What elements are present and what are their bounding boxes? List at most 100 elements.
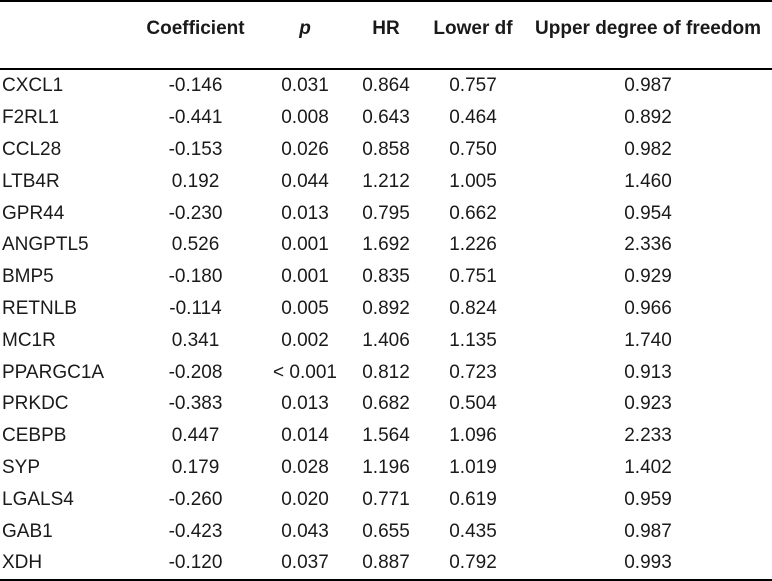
cell-upper-df: 0.923 [624, 393, 672, 415]
cell-p-value: 0.044 [281, 170, 329, 192]
cell-upper-df: 1.402 [624, 456, 672, 478]
cell-gene: ANGPTL5 [2, 234, 89, 256]
header-lower-df: Lower df [433, 18, 513, 39]
cell-hr: 1.196 [362, 456, 410, 478]
cell-gene: PRKDC [2, 393, 69, 415]
cell-coefficient: -0.153 [168, 138, 223, 160]
cell-upper-df: 0.987 [624, 75, 672, 97]
cell-upper-df: 0.982 [624, 138, 672, 160]
cell-hr: 0.887 [362, 552, 410, 574]
cell-gene: SYP [2, 456, 41, 478]
cell-hr: 0.643 [362, 107, 410, 129]
cell-coefficient: -0.146 [168, 75, 223, 97]
cell-upper-df: 1.740 [624, 329, 672, 351]
cell-coefficient: -0.423 [168, 520, 223, 542]
cell-lower-df: 0.435 [449, 520, 497, 542]
cell-p-value: 0.008 [281, 107, 329, 129]
cell-lower-df: 1.135 [449, 329, 497, 351]
table-header: Coefficient p HR Lower df Upper degree o… [0, 1, 772, 69]
cell-upper-df: 0.966 [624, 297, 672, 319]
cell-lower-df: 0.750 [449, 138, 497, 160]
cell-coefficient: -0.230 [168, 202, 223, 224]
cell-hr: 0.864 [362, 75, 410, 97]
header-coefficient: Coefficient [146, 18, 245, 39]
cell-lower-df: 0.723 [449, 361, 497, 383]
cell-lower-df: 0.504 [449, 393, 497, 415]
cell-gene: XDH [2, 552, 43, 574]
cell-coefficient: 0.526 [171, 234, 220, 256]
cell-coefficient: -0.441 [168, 107, 223, 129]
cell-p-value: 0.001 [281, 266, 329, 288]
table-row: RETNLB -0.114 0.005 0.892 0.824 0.966 [0, 293, 772, 325]
cell-gene: GAB1 [2, 520, 53, 542]
cell-hr: 0.892 [362, 297, 410, 319]
cell-hr: 0.771 [362, 488, 410, 510]
cell-gene: MC1R [2, 329, 56, 351]
cell-hr: 0.682 [362, 393, 410, 415]
cell-hr: 0.835 [362, 266, 410, 288]
cell-upper-df: 0.993 [624, 552, 672, 574]
cell-hr: 1.692 [362, 234, 410, 256]
cell-upper-df: 0.892 [624, 107, 672, 129]
cell-gene: PPARGC1A [2, 361, 105, 383]
cell-coefficient: -0.208 [168, 361, 223, 383]
cell-coefficient: -0.114 [169, 297, 222, 319]
cell-p-value: 0.043 [281, 520, 329, 542]
header-gene [0, 1, 131, 69]
cell-lower-df: 0.619 [449, 488, 497, 510]
cell-lower-df: 1.096 [449, 425, 497, 447]
table-body: CXCL1 -0.146 0.031 0.864 0.757 0.987 F2RL1 -0.4… [0, 69, 772, 580]
cell-p-value: 0.031 [281, 75, 329, 97]
table-row: CCL28 -0.153 0.026 0.858 0.750 0.982 [0, 134, 772, 166]
cell-p-value: 0.001 [281, 234, 329, 256]
table-row: GAB1 -0.423 0.043 0.655 0.435 0.987 [0, 515, 772, 547]
cell-lower-df: 1.019 [449, 456, 497, 478]
table-row: LTB4R 0.192 0.044 1.212 1.005 1.460 [0, 165, 772, 197]
cell-upper-df: 2.233 [624, 425, 672, 447]
cell-p-value: 0.002 [281, 329, 329, 351]
cell-p-value: 0.020 [281, 488, 329, 510]
table-row: F2RL1 -0.441 0.008 0.643 0.464 0.892 [0, 102, 772, 134]
cell-coefficient: -0.120 [168, 552, 223, 574]
cell-p-value: 0.013 [281, 393, 329, 415]
cell-p-value: 0.028 [281, 456, 329, 478]
cell-hr: 0.655 [362, 520, 410, 542]
table-row: CEBPB 0.447 0.014 1.564 1.096 2.233 [0, 420, 772, 452]
cell-gene: CCL28 [2, 138, 62, 160]
cell-lower-df: 0.757 [449, 75, 497, 97]
cell-coefficient: 0.341 [171, 329, 220, 351]
table-row: BMP5 -0.180 0.001 0.835 0.751 0.929 [0, 261, 772, 293]
cell-upper-df: 0.959 [624, 488, 672, 510]
header-row: Coefficient p HR Lower df Upper degree o… [0, 1, 772, 69]
cell-hr: 0.812 [362, 361, 410, 383]
cell-hr: 0.795 [362, 202, 410, 224]
table-row: ANGPTL5 0.526 0.001 1.692 1.226 2.336 [0, 229, 772, 261]
cell-coefficient: -0.383 [168, 393, 223, 415]
cell-p-value: 0.026 [281, 138, 329, 160]
table-row: PPARGC1A -0.208 < 0.001 0.812 0.723 0.913 [0, 356, 772, 388]
cell-lower-df: 0.792 [449, 552, 497, 574]
cell-lower-df: 0.751 [449, 266, 497, 288]
cell-upper-df: 0.929 [624, 266, 672, 288]
cell-hr: 1.564 [362, 425, 410, 447]
table-row: SYP 0.179 0.028 1.196 1.019 1.402 [0, 452, 772, 484]
table-row: CXCL1 -0.146 0.031 0.864 0.757 0.987 [0, 69, 772, 102]
cell-gene: RETNLB [2, 297, 77, 319]
cell-coefficient: 0.192 [171, 170, 220, 192]
cell-lower-df: 0.464 [449, 107, 497, 129]
cell-gene: LTB4R [2, 170, 60, 192]
cell-lower-df: 0.662 [449, 202, 497, 224]
cell-gene: F2RL1 [2, 107, 60, 129]
table-row: MC1R 0.341 0.002 1.406 1.135 1.740 [0, 324, 772, 356]
header-hr: HR [372, 18, 400, 39]
cell-coefficient: -0.260 [168, 488, 223, 510]
cell-upper-df: 2.336 [624, 234, 672, 256]
table-row: GPR44 -0.230 0.013 0.795 0.662 0.954 [0, 197, 772, 229]
header-p: p [299, 18, 311, 39]
cell-upper-df: 0.913 [624, 361, 672, 383]
cell-gene: CXCL1 [2, 75, 64, 97]
cell-p-value: 0.014 [281, 425, 329, 447]
cell-hr: 0.858 [362, 138, 410, 160]
